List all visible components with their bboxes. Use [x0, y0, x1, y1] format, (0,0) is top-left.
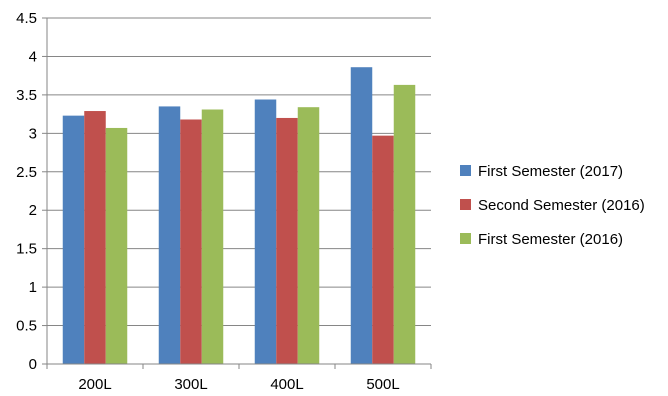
bar-400L-series-1 [254, 99, 277, 364]
y-tick-label: 2 [29, 202, 37, 219]
y-tick-label: 1.5 [16, 241, 37, 258]
bar-200L-series-2 [84, 111, 106, 364]
bars [62, 67, 416, 365]
y-tick-label: 4 [29, 48, 37, 65]
y-tick-label: 0.5 [16, 318, 37, 335]
x-tick-label: 500L [366, 376, 399, 393]
x-tick-label: 400L [270, 376, 303, 393]
axes [42, 17, 432, 369]
y-tick-label: 1 [29, 279, 37, 296]
y-tick-label: 3.5 [16, 87, 37, 104]
y-tick-label: 0 [29, 356, 37, 373]
legend-label: First Semester (2017) [478, 163, 623, 180]
x-tick-label: 300L [174, 376, 207, 393]
bar-400L-series-2 [276, 117, 298, 364]
bar-500L-series-1 [350, 67, 373, 364]
legend-swatch [460, 233, 471, 244]
x-tick-label: 200L [78, 376, 111, 393]
legend: First Semester (2017) Second Semester (20… [460, 163, 645, 248]
y-tick-label: 3 [29, 125, 37, 142]
bar-400L-series-3 [297, 107, 320, 365]
y-tick-labels: 0 0.5 1 1.5 2 2.5 3 3.5 4 4.5 [16, 10, 37, 373]
bar-200L-series-3 [105, 127, 128, 364]
y-tick-label: 2.5 [16, 164, 37, 181]
legend-swatch [460, 165, 471, 176]
y-tick-label: 4.5 [16, 10, 37, 27]
legend-label: Second Semester (2016) [478, 197, 645, 214]
bar-200L-series-1 [62, 115, 85, 364]
bar-300L-series-1 [158, 106, 181, 364]
bar-500L-series-3 [393, 84, 416, 364]
legend-swatch [460, 199, 471, 210]
legend-label: First Semester (2016) [478, 231, 623, 248]
bar-300L-series-3 [201, 109, 224, 365]
bar-300L-series-2 [180, 119, 202, 364]
x-tick-labels: 200L 300L 400L 500L [78, 376, 399, 393]
bar-500L-series-2 [372, 135, 394, 364]
